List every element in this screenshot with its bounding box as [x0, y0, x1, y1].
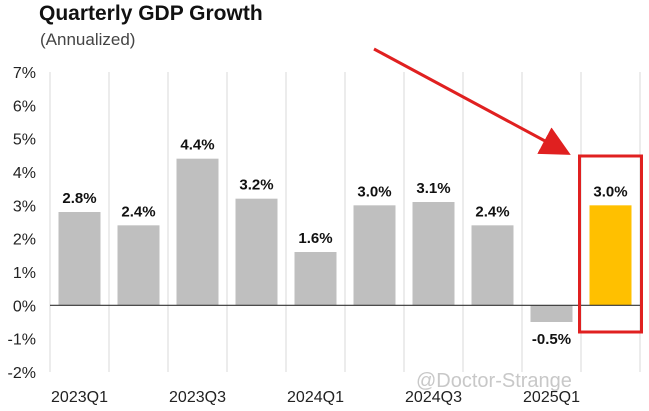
data-label-2025Q2: 3.0%	[593, 183, 627, 200]
bar-2024Q1	[294, 252, 337, 306]
data-label-2024Q2: 3.0%	[357, 183, 391, 200]
data-label-2024Q4: 2.4%	[475, 203, 509, 220]
bar-2023Q2	[117, 225, 160, 306]
watermark: @Doctor-Strange	[416, 370, 572, 392]
bar-2025Q1	[530, 305, 573, 322]
data-label-2024Q3: 3.1%	[416, 180, 450, 197]
y-tick-label: 6%	[13, 98, 36, 115]
bar-2025Q2	[589, 205, 632, 306]
y-tick-label: 4%	[13, 165, 36, 182]
x-tick-label: 2023Q1	[51, 389, 108, 406]
data-label-2025Q1: -0.5%	[532, 331, 571, 348]
annotations	[373, 47, 643, 334]
data-label-2023Q2: 2.4%	[121, 203, 155, 220]
x-axis-ticks: 2023Q1 2023Q3 2024Q1 2024Q3 2025Q1	[51, 389, 580, 406]
chart-title: Quarterly GDP Growth	[39, 2, 263, 25]
annotation-arrow	[373, 47, 571, 155]
bar-2024Q3	[412, 202, 455, 306]
chart-subtitle: (Annualized)	[40, 30, 136, 49]
bar-2024Q2	[353, 205, 396, 306]
bar-2023Q1	[58, 212, 101, 306]
y-axis-ticks: 7% 6% 5% 4% 3% 2% 1% 0% -1% -2%	[8, 65, 36, 382]
bar-2023Q3	[176, 158, 219, 306]
data-label-2023Q1: 2.8%	[62, 190, 96, 207]
y-tick-label: 1%	[13, 265, 36, 282]
x-tick-label: 2025Q1	[523, 389, 580, 406]
bar-2023Q4	[235, 198, 278, 306]
y-tick-label: 5%	[13, 132, 36, 149]
gridlines	[49, 72, 641, 372]
y-tick-label: -2%	[8, 365, 36, 382]
bar-2024Q4	[471, 225, 514, 306]
x-tick-label: 2024Q1	[287, 389, 344, 406]
bars	[58, 158, 632, 322]
y-tick-label: 2%	[13, 232, 36, 249]
highlight-box	[578, 154, 643, 334]
y-tick-label: 0%	[13, 298, 36, 315]
y-tick-label: -1%	[8, 332, 36, 349]
x-tick-label: 2023Q3	[169, 389, 226, 406]
data-label-2024Q1: 1.6%	[298, 230, 332, 247]
y-tick-label: 7%	[13, 65, 36, 82]
y-tick-label: 3%	[13, 198, 36, 215]
data-label-2023Q4: 3.2%	[239, 177, 273, 194]
data-label-2023Q3: 4.4%	[180, 137, 214, 154]
data-labels: 2.8% 2.4% 4.4% 3.2% 1.6% 3.0% 3.1% 2.4% -0.5% 3.0…	[62, 137, 627, 348]
x-tick-label: 2024Q3	[405, 389, 462, 406]
